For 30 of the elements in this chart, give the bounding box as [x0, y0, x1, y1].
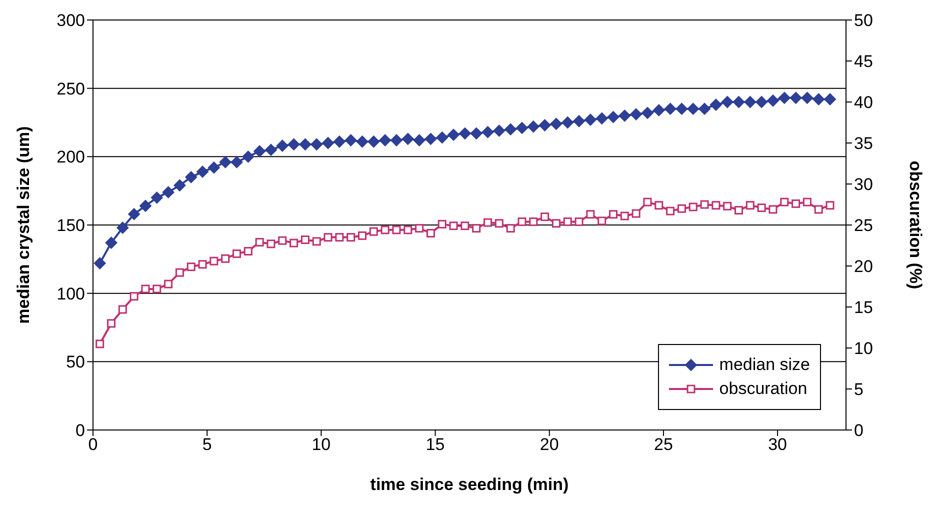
y-tick-label: 0	[76, 421, 85, 440]
y2-tick-label: 0	[854, 421, 864, 440]
y-tick-label: 250	[56, 79, 85, 98]
y-tick-label: 200	[56, 148, 85, 167]
x-tick-label: 5	[202, 435, 212, 454]
x-tick-label: 0	[88, 435, 98, 454]
y-tick-label: 300	[56, 11, 85, 30]
x-tick-label: 15	[426, 435, 445, 454]
y2-tick-label: 40	[854, 93, 873, 112]
x-tick-label: 25	[654, 435, 673, 454]
y2-tick-label: 50	[854, 11, 873, 30]
y2-tick-label: 5	[854, 380, 864, 400]
y2-tick-label: 25	[854, 216, 873, 236]
y-tick-label: 150	[56, 216, 85, 236]
legend-label: median size	[719, 355, 810, 375]
y2-tick-label: 10	[854, 339, 873, 358]
y2-tick-label: 30	[854, 175, 873, 194]
y2-tick-label: 20	[854, 257, 873, 276]
x-axis-title: time since seeding (min)	[370, 475, 569, 494]
x-tick-label: 10	[312, 435, 331, 454]
y-axis-title: median crystal size (um)	[14, 126, 34, 324]
y2-axis-title: obscuration (%)	[906, 160, 925, 290]
x-tick-label: 20	[540, 435, 559, 454]
y2-tick-label: 35	[854, 134, 873, 154]
y2-tick-label: 45	[854, 52, 873, 72]
y2-tick-label: 15	[854, 298, 873, 318]
x-tick-label: 30	[768, 435, 788, 454]
y-tick-label: 50	[66, 352, 85, 372]
legend-label: obscuration	[719, 379, 808, 399]
y-tick-label: 100	[56, 284, 85, 304]
